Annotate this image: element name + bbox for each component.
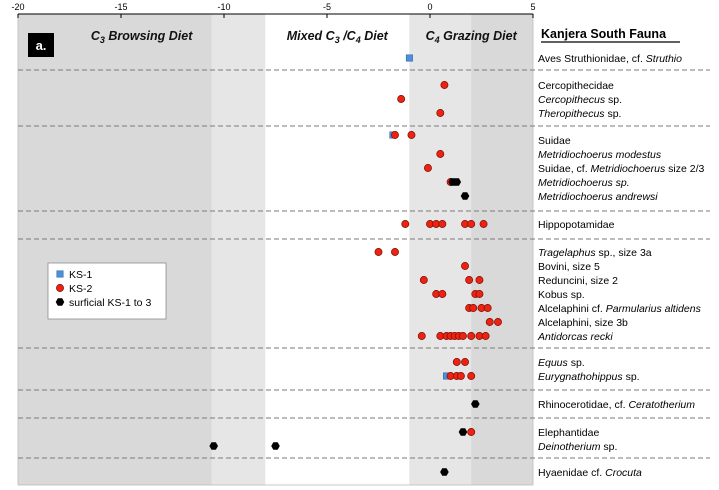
taxon-label: Elephantidae xyxy=(538,427,599,439)
series-ks-2 xyxy=(374,81,502,436)
panel-label-text: a. xyxy=(36,38,47,53)
taxon-labels: Aves Struthionidae, cf. Struthio Cercopit… xyxy=(537,53,704,479)
taxon-label: Rhinocerotidae, cf. Ceratotherium xyxy=(538,399,695,411)
data-point xyxy=(452,358,461,366)
data-point xyxy=(440,81,449,89)
data-point xyxy=(401,220,410,228)
taxon-label: Deinotherium sp. xyxy=(538,441,617,453)
x-tick-label: -5 xyxy=(323,2,331,12)
taxon-label: Reduncini, size 2 xyxy=(538,275,618,287)
taxon-label: Metridiochoerus sp. xyxy=(538,177,630,189)
x-tick-label: 5 xyxy=(530,2,535,12)
data-point xyxy=(423,164,432,172)
data-point xyxy=(405,54,413,62)
inner-band-0 xyxy=(211,14,266,485)
x-tick-label: 0 xyxy=(427,2,432,12)
data-point xyxy=(467,372,476,380)
taxon-label: Hippopotamidae xyxy=(538,219,615,231)
data-point xyxy=(436,150,445,158)
taxon-label: Equus sp. xyxy=(538,357,585,369)
data-point xyxy=(460,192,470,200)
x-tick-label: -10 xyxy=(217,2,230,12)
data-points xyxy=(209,54,502,476)
taxon-label: Alcelaphini, size 3b xyxy=(538,317,628,329)
data-point xyxy=(397,95,406,103)
region-label-2: C4 Grazing Diet xyxy=(426,29,518,45)
data-point xyxy=(417,332,426,340)
legend-label: KS-2 xyxy=(69,283,93,295)
legend: KS-1 KS-2 surficial KS-1 to 3 xyxy=(47,262,167,320)
data-point xyxy=(461,262,469,270)
data-point xyxy=(419,276,428,284)
data-point xyxy=(458,428,468,436)
legend-marker xyxy=(55,298,65,306)
data-point xyxy=(475,290,484,298)
data-point xyxy=(494,318,502,326)
taxon-label: Aves Struthionidae, cf. Struthio xyxy=(538,53,682,65)
diet-region-1 xyxy=(265,14,410,485)
legend-box xyxy=(47,262,167,320)
region-label-1: Mixed C3 /C4 Diet xyxy=(287,29,389,45)
x-tick-label: -20 xyxy=(11,2,24,12)
taxon-label: Theropithecus sp. xyxy=(538,108,621,120)
data-point xyxy=(438,220,447,228)
data-point xyxy=(456,372,465,380)
fauna-header-text: Kanjera South Fauna xyxy=(541,27,667,41)
fauna-header: Kanjera South Fauna xyxy=(541,27,680,43)
taxon-label: Hyaenidae cf. Crocuta xyxy=(538,467,642,479)
data-point xyxy=(461,358,469,366)
data-point xyxy=(436,109,445,117)
data-point xyxy=(481,332,490,340)
taxon-label: Suidae xyxy=(538,135,571,147)
data-point xyxy=(209,442,218,450)
taxon-label: Kobus sp. xyxy=(538,289,585,301)
data-point xyxy=(479,220,488,228)
data-point xyxy=(440,468,449,476)
legend-label: KS-1 xyxy=(69,269,93,281)
taxon-label: Metridiochoerus andrewsi xyxy=(538,191,658,203)
taxon-label: Antidorcas recki xyxy=(537,331,613,343)
data-point xyxy=(271,442,280,450)
taxon-label: Metridiochoerus modestus xyxy=(538,149,662,161)
legend-marker xyxy=(56,270,64,278)
data-point xyxy=(459,332,467,340)
data-point xyxy=(483,304,492,312)
data-point xyxy=(391,131,399,139)
inner-band-1 xyxy=(409,14,472,485)
data-point xyxy=(452,178,462,186)
data-point xyxy=(438,290,447,298)
diet-region-labels: C3 Browsing Diet Mixed C3 /C4 Diet C4 Graz… xyxy=(91,29,518,45)
data-point xyxy=(467,220,476,228)
diet-region-backgrounds xyxy=(17,13,534,486)
taxon-label: Eurygnathohippus sp. xyxy=(538,371,640,383)
group-separator-lines xyxy=(18,69,710,459)
data-point xyxy=(485,318,494,326)
data-point xyxy=(467,428,476,436)
data-point xyxy=(407,131,416,139)
taxon-label: Alcelaphini cf. Parmularius altidens xyxy=(538,303,702,315)
data-point xyxy=(374,248,383,256)
data-point xyxy=(467,332,476,340)
region-label-0: C3 Browsing Diet xyxy=(91,29,193,45)
taxon-label: Bovini, size 5 xyxy=(538,261,600,273)
series-surficial-ks-1-to-3 xyxy=(209,178,480,476)
data-point xyxy=(469,304,478,312)
taxon-label: Cercopithecidae xyxy=(538,80,614,92)
x-axis: -20 -15 -10 -5 0 5 xyxy=(11,2,536,18)
legend-label: surficial KS-1 to 3 xyxy=(69,297,151,309)
taxon-label: Cercopithecus sp. xyxy=(538,94,622,106)
data-point xyxy=(475,276,484,284)
taxon-label: Tragelaphus sp., size 3a xyxy=(538,247,652,259)
x-tick-label: -15 xyxy=(114,2,127,12)
taxon-label: Suidae, cf. Metridiochoerus size 2/3 xyxy=(538,163,704,175)
data-point xyxy=(471,400,480,408)
data-point xyxy=(465,276,474,284)
data-point xyxy=(391,248,399,256)
legend-marker xyxy=(56,284,64,292)
panel-label: a. xyxy=(28,33,54,57)
